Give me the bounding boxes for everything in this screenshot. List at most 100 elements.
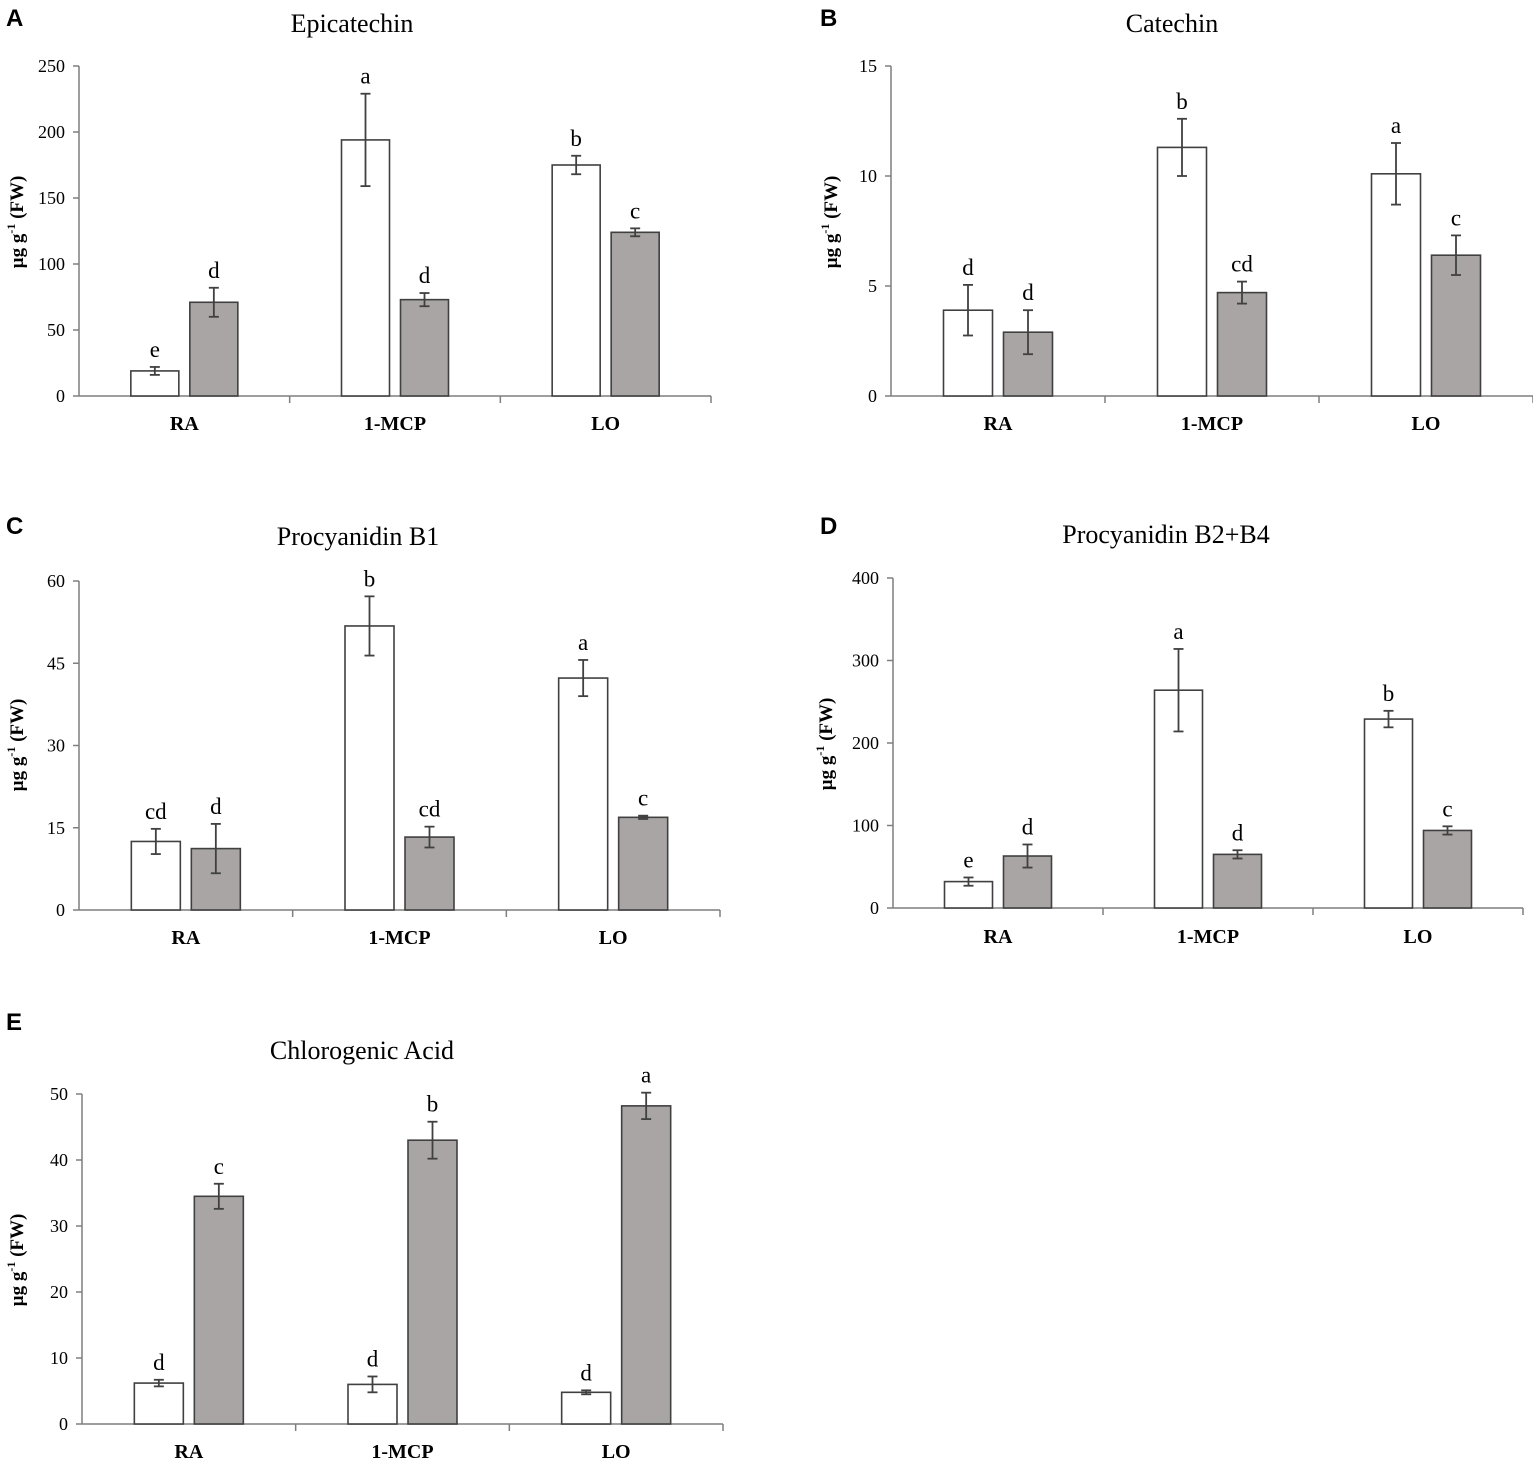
y-tick-label: 0	[868, 386, 877, 406]
bar-white	[1363, 718, 1414, 909]
chart-panel-a: A Epicatechin µg g-1 (FW) 0 50 100 150 200 250 RA…	[4, 5, 712, 435]
y-axis-label-sup: -1	[4, 1262, 18, 1272]
y-axis-label-base: µg g	[7, 756, 28, 791]
significance-letter: d	[1232, 820, 1244, 845]
chart-title: Catechin	[1126, 9, 1218, 38]
bar-white	[557, 677, 609, 911]
category-label: RA	[171, 927, 200, 949]
category-label: 1-MCP	[1177, 926, 1239, 948]
significance-letter: cd	[145, 799, 167, 824]
significance-letter: d	[1022, 814, 1034, 839]
y-tick-label: 200	[38, 122, 65, 142]
y-tick-label: 15	[859, 56, 877, 76]
chart-title: Procyanidin B1	[277, 522, 440, 551]
significance-letter: cd	[419, 797, 441, 822]
bar-grey	[399, 298, 450, 397]
significance-letter: a	[1173, 619, 1183, 644]
y-axis-label-sup: -1	[813, 746, 827, 756]
category-label: LO	[599, 927, 628, 949]
y-tick-label: 45	[47, 653, 65, 673]
bar-white	[347, 1383, 398, 1425]
y-tick-label: 100	[38, 254, 65, 274]
bar-grey	[617, 816, 669, 911]
y-tick-label: 15	[47, 818, 65, 838]
significance-letter: d	[153, 1350, 165, 1375]
bar-grey	[620, 1105, 672, 1425]
panel-letter: D	[820, 513, 837, 540]
category-label: RA	[170, 413, 199, 435]
y-axis-label-suffix: (FW)	[7, 1214, 28, 1262]
significance-letter: d	[208, 258, 220, 283]
category-label: RA	[984, 926, 1013, 948]
chart-title: Epicatechin	[291, 9, 414, 38]
y-tick-label: 40	[50, 1150, 68, 1170]
significance-letter: a	[578, 630, 588, 655]
y-tick-label: 10	[859, 166, 877, 186]
y-axis-label-suffix: (FW)	[7, 699, 28, 747]
significance-letter: c	[630, 198, 640, 223]
category-label: 1-MCP	[371, 1441, 433, 1459]
y-axis-label-suffix: (FW)	[816, 698, 837, 746]
y-tick-label: 20	[50, 1282, 68, 1302]
category-label: 1-MCP	[368, 927, 430, 949]
bar-grey	[1422, 829, 1473, 909]
bar-white	[551, 164, 601, 397]
y-tick-label: 30	[47, 736, 65, 756]
y-axis-label-sup: -1	[4, 224, 18, 234]
y-axis-label-suffix: (FW)	[7, 176, 28, 224]
category-label: RA	[984, 413, 1013, 435]
y-axis-label-sup: -1	[818, 224, 832, 234]
significance-letter: b	[427, 1092, 439, 1117]
y-axis-label-base: µg g	[7, 233, 28, 268]
chart-panel-c: C Procyanidin B1 µg g-1 (FW) 0 15 30 45 60 RA cd d…	[4, 513, 721, 949]
bar-grey	[193, 1195, 245, 1425]
significance-letter: e	[963, 847, 973, 872]
significance-letter: b	[1383, 681, 1395, 706]
y-axis-label-base: µg g	[816, 755, 837, 790]
significance-letter: d	[580, 1360, 592, 1385]
panel-letter: E	[6, 1009, 22, 1036]
y-axis-label: µg g-1 (FW)	[818, 176, 842, 269]
bar-grey	[1430, 254, 1482, 397]
category-label: LO	[591, 413, 620, 435]
significance-letter: d	[210, 794, 222, 819]
category-label: LO	[1412, 413, 1441, 435]
significance-letter: a	[641, 1063, 651, 1088]
y-axis-label: µg g-1 (FW)	[813, 698, 837, 791]
bar-white	[560, 1391, 612, 1425]
y-tick-label: 400	[852, 568, 879, 588]
y-tick-label: 10	[50, 1348, 68, 1368]
bar-grey	[407, 1139, 458, 1425]
bar-grey	[189, 301, 239, 397]
y-axis-label: µg g-1 (FW)	[4, 699, 28, 792]
y-axis-label: µg g-1 (FW)	[4, 176, 28, 269]
significance-letter: b	[1176, 89, 1188, 114]
panel-letter: B	[820, 5, 837, 32]
significance-letter: c	[638, 786, 648, 811]
bar-white	[1156, 146, 1208, 397]
significance-letter: b	[570, 126, 582, 151]
y-tick-label: 0	[870, 898, 879, 918]
y-tick-label: 300	[852, 651, 879, 671]
y-tick-label: 0	[56, 900, 65, 920]
bar-white	[344, 625, 395, 911]
significance-letter: d	[962, 255, 974, 280]
chart-panel-e: E Chlorogenic Acid µg g-1 (FW) 0 10 20 30 40 50 R…	[4, 1009, 724, 1459]
significance-letter: d	[419, 263, 431, 288]
y-tick-label: 50	[50, 1084, 68, 1104]
y-tick-label: 60	[47, 571, 65, 591]
y-axis-label-base: µg g	[821, 233, 842, 268]
significance-letter: d	[367, 1346, 379, 1371]
category-label: LO	[602, 1441, 631, 1459]
y-tick-label: 250	[38, 56, 65, 76]
significance-letter: cd	[1231, 252, 1253, 277]
panel-letter: A	[6, 5, 23, 32]
chart-title: Chlorogenic Acid	[270, 1036, 454, 1065]
bar-grey	[1216, 291, 1268, 397]
y-tick-label: 5	[868, 276, 877, 296]
y-tick-label: 100	[852, 816, 879, 836]
chart-title: Procyanidin B2+B4	[1062, 520, 1270, 549]
significance-letter: a	[1391, 113, 1401, 138]
category-label: LO	[1404, 926, 1433, 948]
